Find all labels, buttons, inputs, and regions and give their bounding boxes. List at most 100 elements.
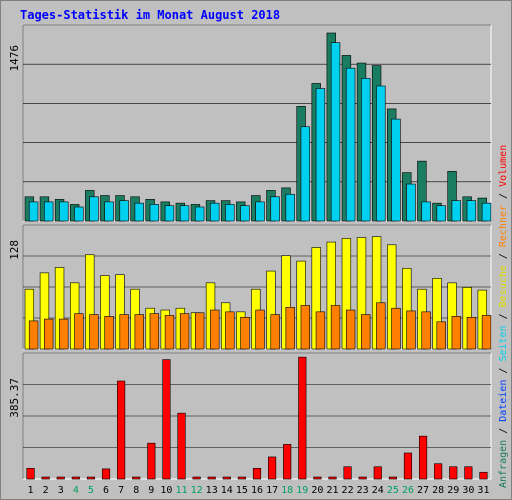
x-tick-label-2: 2 xyxy=(43,485,49,496)
bar-volumen-day-16 xyxy=(252,467,262,480)
y-max-label-middle: 128 xyxy=(8,240,21,260)
bar-besuche-day-21 xyxy=(330,305,341,350)
bar-volumen-day-3 xyxy=(56,476,65,480)
bar-volumen-day-13 xyxy=(207,476,216,480)
legend-separator: / xyxy=(498,307,509,325)
bar-dateien-day-22 xyxy=(345,67,356,222)
bar-dateien-day-29 xyxy=(451,200,461,222)
bar-volumen-day-28 xyxy=(434,463,443,480)
bar-dateien-day-2 xyxy=(44,201,54,222)
bar-dateien-day-10 xyxy=(164,205,175,222)
bar-besuche-day-15 xyxy=(240,316,250,350)
bar-besuche-day-12 xyxy=(194,312,205,350)
bar-volumen-day-25 xyxy=(388,476,397,480)
x-tick-label-31: 31 xyxy=(477,485,489,496)
bar-besuche-day-23 xyxy=(361,314,371,350)
legend-separator: / xyxy=(498,187,509,205)
x-tick-label-23: 23 xyxy=(357,485,369,496)
bar-besuche-day-6 xyxy=(104,316,114,350)
x-tick-label-19: 19 xyxy=(296,485,308,496)
bar-dateien-day-1 xyxy=(28,201,39,222)
bar-dateien-day-15 xyxy=(240,205,250,222)
x-tick-label-14: 14 xyxy=(221,485,233,496)
bar-besuche-day-25 xyxy=(391,307,401,350)
x-tick-label-20: 20 xyxy=(311,485,323,496)
bar-besuche-day-20 xyxy=(315,311,326,350)
legend-separator: / xyxy=(498,422,509,440)
bar-volumen-day-10 xyxy=(162,359,171,480)
bar-volumen-day-24 xyxy=(373,466,382,480)
bar-besuche-day-1 xyxy=(28,320,39,350)
bar-volumen-day-19 xyxy=(298,356,307,480)
bar-dateien-day-23 xyxy=(361,78,371,222)
bar-volumen-day-6 xyxy=(101,468,111,480)
legend-item-rechner: Rechner xyxy=(498,205,509,247)
bar-volumen-day-2 xyxy=(41,476,50,480)
x-tick-label-27: 27 xyxy=(417,485,429,496)
x-tick-label-5: 5 xyxy=(88,485,94,496)
bar-dateien-day-31 xyxy=(481,202,492,222)
bar-volumen-day-7 xyxy=(117,380,126,480)
x-tick-label-11: 11 xyxy=(175,485,187,496)
bar-dateien-day-24 xyxy=(376,85,386,222)
x-tick-label-4: 4 xyxy=(73,485,79,496)
x-tick-label-9: 9 xyxy=(148,485,154,496)
bar-volumen-day-11 xyxy=(177,412,186,480)
bar-volumen-day-4 xyxy=(71,476,80,480)
bar-volumen-day-17 xyxy=(268,456,277,480)
bar-volumen-day-8 xyxy=(132,476,141,480)
bar-volumen-day-15 xyxy=(237,476,246,480)
x-tick-label-25: 25 xyxy=(387,485,399,496)
bar-volumen-day-26 xyxy=(403,452,413,480)
bar-dateien-day-8 xyxy=(134,202,144,222)
x-tick-label-8: 8 xyxy=(133,485,139,496)
bar-volumen-day-12 xyxy=(192,476,201,480)
bar-dateien-day-12 xyxy=(194,206,205,222)
bar-volumen-day-27 xyxy=(418,435,428,480)
bar-besuche-day-5 xyxy=(89,314,99,350)
bar-dateien-day-20 xyxy=(315,88,326,222)
bar-volumen-day-29 xyxy=(449,466,458,480)
bar-besuche-day-27 xyxy=(421,311,431,350)
bar-volumen-day-1 xyxy=(26,467,35,480)
bar-volumen-day-9 xyxy=(147,442,156,480)
bar-dateien-day-25 xyxy=(391,118,401,222)
bar-dateien-day-7 xyxy=(119,200,129,222)
bar-dateien-day-5 xyxy=(89,196,99,222)
bar-dateien-day-30 xyxy=(466,200,477,222)
bar-dateien-day-13 xyxy=(210,202,220,222)
legend-item-volumen: Volumen xyxy=(498,145,509,187)
bar-dateien-day-21 xyxy=(330,42,341,222)
bar-volumen-day-18 xyxy=(283,444,292,480)
bar-volumen-day-30 xyxy=(464,466,473,480)
bar-besuche-day-17 xyxy=(270,314,280,350)
legend-separator: / xyxy=(498,247,509,265)
bar-dateien-day-6 xyxy=(104,201,114,222)
bar-dateien-day-27 xyxy=(421,201,431,222)
x-tick-label-3: 3 xyxy=(58,485,64,496)
bar-besuche-day-13 xyxy=(210,309,220,350)
series-legend: Anfragen / Dateien / Seiten / Besuche / … xyxy=(498,145,509,488)
x-tick-label-18: 18 xyxy=(281,485,293,496)
x-tick-label-12: 12 xyxy=(191,485,203,496)
x-tick-label-1: 1 xyxy=(28,485,34,496)
bar-besuche-day-26 xyxy=(406,310,416,350)
bar-volumen-day-23 xyxy=(358,476,367,480)
bar-dateien-day-11 xyxy=(179,205,190,222)
bar-volumen-day-22 xyxy=(343,466,352,480)
x-tick-label-26: 26 xyxy=(402,485,414,496)
bar-dateien-day-16 xyxy=(255,201,265,222)
bar-volumen-day-14 xyxy=(222,476,231,480)
chart-title: Tages-Statistik im Monat August 2018 xyxy=(20,8,280,22)
x-tick-label-6: 6 xyxy=(103,485,109,496)
bar-besuche-day-7 xyxy=(119,314,129,350)
bar-besuche-day-29 xyxy=(451,316,461,350)
bar-volumen-day-21 xyxy=(328,476,337,480)
x-tick-label-30: 30 xyxy=(462,485,474,496)
legend-item-besuche: Besuche xyxy=(498,265,509,307)
x-tick-label-22: 22 xyxy=(342,485,354,496)
x-tick-label-24: 24 xyxy=(372,485,384,496)
bar-besuche-day-2 xyxy=(44,318,54,350)
bar-besuche-day-22 xyxy=(345,309,356,350)
bar-dateien-day-9 xyxy=(149,204,160,222)
